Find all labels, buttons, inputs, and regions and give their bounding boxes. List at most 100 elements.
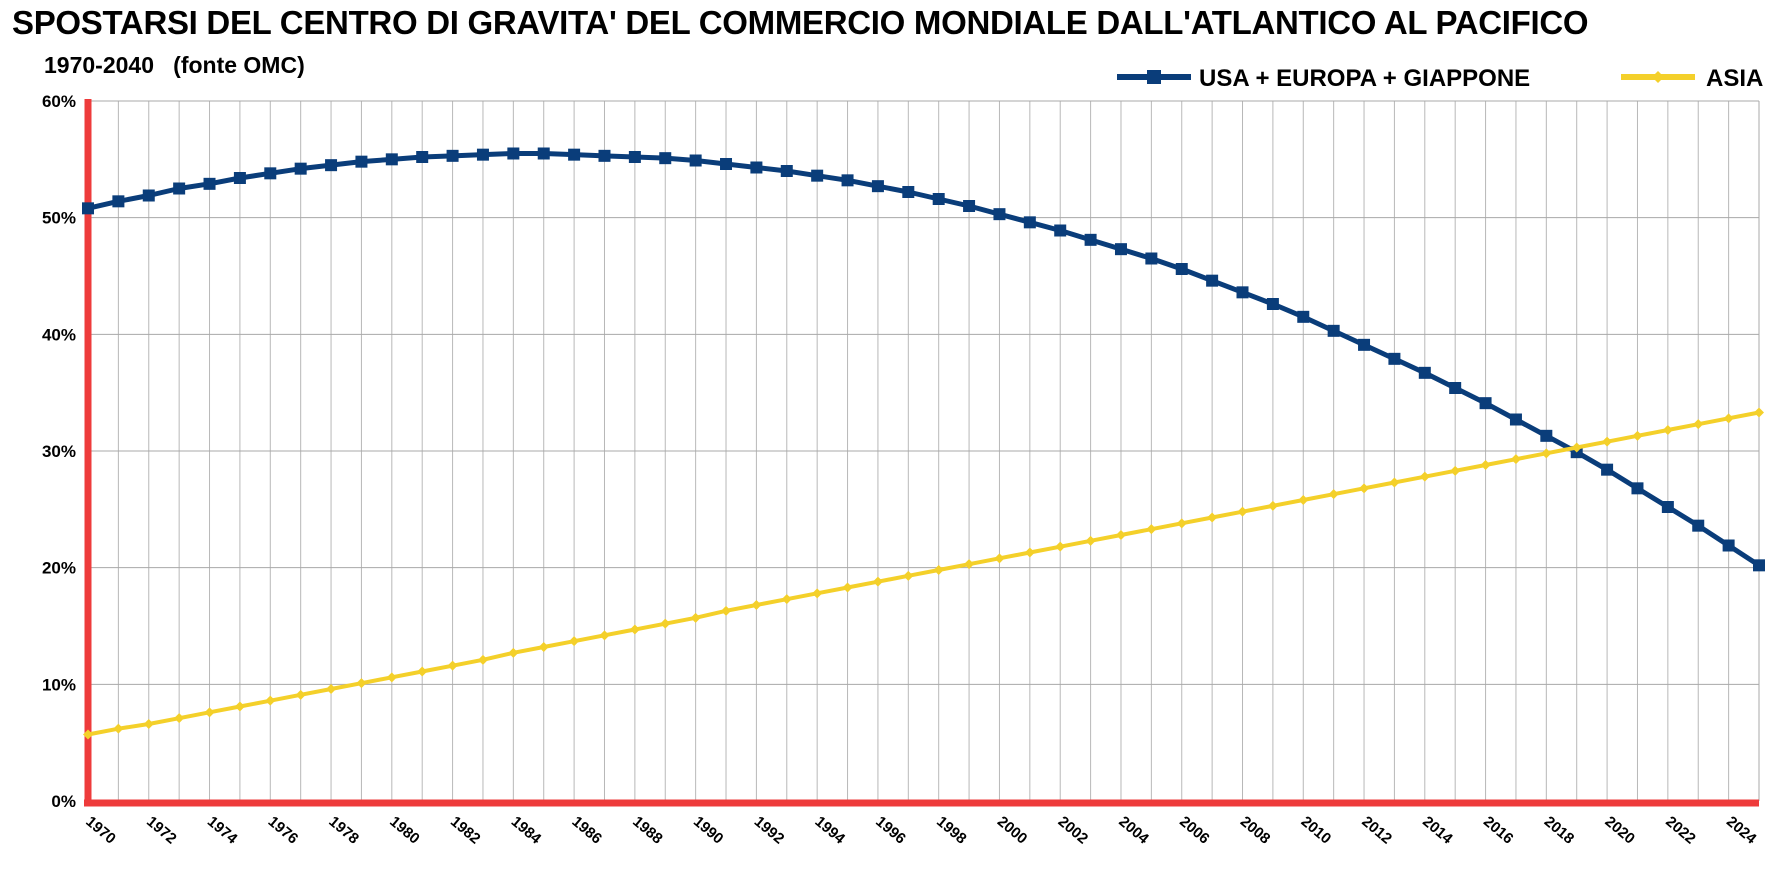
x-tick-label: 1982	[447, 813, 483, 847]
data-point	[1024, 547, 1035, 558]
y-tick-label: 30%	[42, 442, 76, 461]
data-point	[1206, 274, 1219, 287]
data-point	[1693, 419, 1704, 430]
data-point	[417, 666, 428, 677]
data-point	[325, 159, 338, 172]
data-point	[811, 169, 824, 182]
data-point	[356, 678, 367, 689]
data-point	[1723, 413, 1734, 424]
data-point	[963, 200, 976, 212]
x-tick-label: 1980	[386, 813, 422, 847]
x-tick-label: 1986	[569, 813, 605, 847]
data-point	[964, 559, 975, 570]
legend-label: ASIA	[1706, 65, 1763, 92]
data-point	[1115, 530, 1126, 540]
data-point	[1692, 519, 1705, 532]
data-point	[659, 152, 672, 165]
data-point	[447, 660, 458, 671]
axes: 0% 10% 20% 30% 40% 50% 60% 1970 1972 1974 1976 1978…	[42, 92, 1760, 848]
data-point	[721, 605, 732, 616]
chart-title: SPOSTARSI DEL CENTRO DI GRAVITA' DEL COM…	[12, 4, 1589, 41]
data-point	[355, 155, 368, 168]
data-point	[537, 147, 550, 160]
x-tick-label: 1994	[812, 813, 849, 848]
data-point	[174, 713, 185, 724]
chart-subtitle: 1970-2040 (fonte OMC)	[44, 52, 305, 78]
data-point	[750, 161, 763, 174]
x-tick-label: 1978	[325, 813, 361, 847]
data-point	[994, 553, 1005, 564]
data-point	[841, 174, 854, 187]
legend-marker	[1147, 70, 1161, 84]
data-point	[477, 654, 488, 665]
data-point	[1114, 243, 1127, 256]
data-point	[629, 624, 640, 635]
data-point	[1510, 454, 1521, 465]
data-point	[1661, 501, 1674, 513]
data-point	[1631, 482, 1644, 495]
data-point	[660, 618, 671, 629]
data-point	[507, 147, 520, 160]
data-point	[204, 707, 215, 718]
y-tick-label: 60%	[42, 92, 76, 111]
data-point	[294, 162, 307, 175]
data-point	[1146, 524, 1157, 535]
data-point	[720, 158, 733, 170]
data-point	[781, 594, 792, 605]
y-tick-label: 10%	[42, 675, 76, 694]
data-point	[1540, 429, 1553, 442]
x-tick-label: 1988	[629, 813, 665, 847]
data-point	[113, 723, 124, 734]
data-point	[569, 636, 580, 647]
data-point	[1388, 352, 1401, 365]
series	[82, 147, 1765, 740]
legend-marker	[1652, 71, 1664, 83]
data-point	[903, 570, 914, 581]
data-point	[203, 177, 216, 190]
data-point	[1145, 252, 1158, 265]
data-point	[386, 672, 397, 683]
data-point	[1054, 224, 1067, 237]
data-point	[933, 565, 944, 575]
x-tick-label: 1984	[508, 813, 545, 848]
data-point	[1601, 463, 1614, 476]
data-point	[1084, 233, 1097, 246]
data-point	[476, 148, 489, 161]
legend-label: USA + EUROPA + GIAPPONE	[1199, 65, 1530, 92]
data-point	[1327, 324, 1340, 337]
x-tick-label: 1970	[82, 813, 118, 847]
y-tick-label: 50%	[42, 209, 76, 228]
data-point	[902, 186, 915, 198]
data-point	[295, 689, 306, 700]
data-point	[446, 149, 459, 162]
data-point	[1479, 397, 1492, 410]
x-tick-label: 2006	[1176, 813, 1212, 847]
x-tick-label: 2008	[1237, 813, 1273, 847]
data-point	[871, 180, 884, 193]
data-point	[234, 701, 245, 712]
data-point	[1207, 512, 1218, 523]
data-point	[1237, 506, 1248, 517]
data-point	[1328, 489, 1339, 500]
x-tick-label: 2002	[1055, 813, 1091, 847]
data-point	[628, 151, 641, 163]
data-point	[872, 576, 883, 587]
data-point	[173, 182, 186, 195]
x-tick-label: 2018	[1541, 813, 1577, 847]
grid	[87, 100, 1760, 802]
y-tick-label: 0%	[51, 792, 76, 811]
data-point	[1236, 286, 1249, 299]
series-line	[87, 151, 1761, 568]
x-tick-label: 2010	[1298, 813, 1334, 847]
data-point	[1418, 366, 1431, 379]
series-line	[87, 410, 1760, 737]
x-tick-label: 1974	[204, 813, 241, 848]
data-point	[538, 642, 549, 652]
data-point	[143, 719, 154, 729]
data-point	[780, 165, 793, 177]
data-point	[932, 193, 945, 205]
data-point	[1176, 518, 1187, 529]
x-tick-label: 1990	[690, 813, 726, 847]
data-point	[1450, 465, 1461, 476]
x-tick-label: 1976	[265, 813, 301, 847]
